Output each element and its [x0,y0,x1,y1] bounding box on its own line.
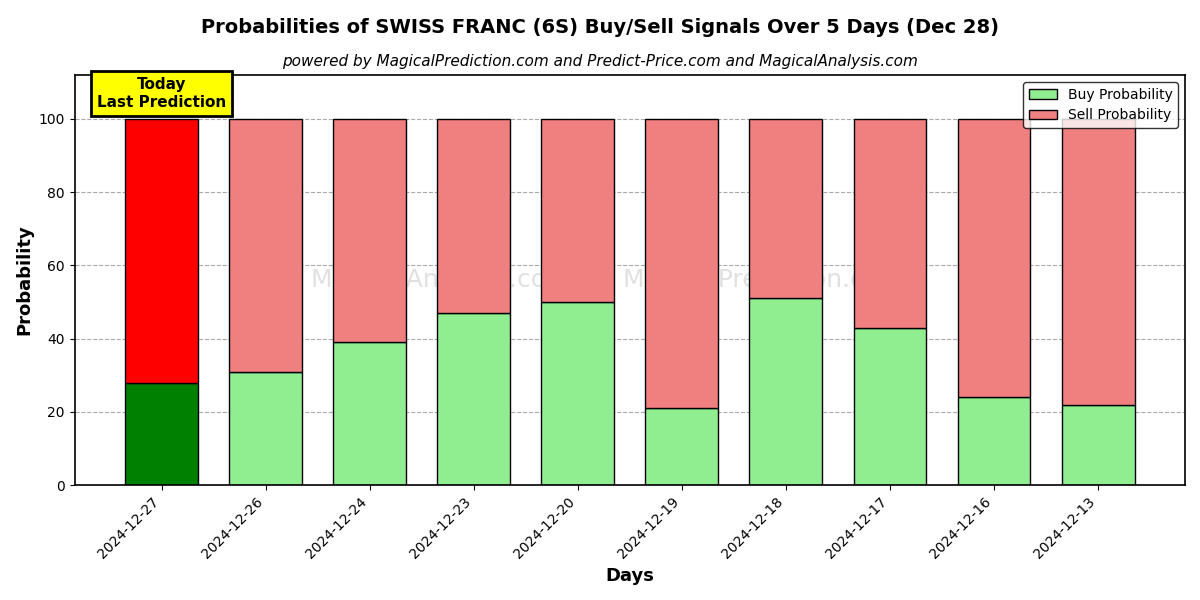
Bar [1062,119,1134,404]
Bar [229,371,302,485]
Bar [750,119,822,298]
Bar [646,408,719,485]
Bar [750,298,822,485]
Bar [437,313,510,485]
Bar [1062,404,1134,485]
Bar [541,302,614,485]
Bar [334,119,406,343]
Bar [853,328,926,485]
Text: powered by MagicalPrediction.com and Predict-Price.com and MagicalAnalysis.com: powered by MagicalPrediction.com and Pre… [282,54,918,69]
Text: Probabilities of SWISS FRANC (6S) Buy/Sell Signals Over 5 Days (Dec 28): Probabilities of SWISS FRANC (6S) Buy/Se… [202,18,998,37]
Legend: Buy Probability, Sell Probability: Buy Probability, Sell Probability [1024,82,1178,128]
Text: MagicalAnalysis.com: MagicalAnalysis.com [311,268,571,292]
Bar [541,119,614,302]
Bar [229,119,302,371]
X-axis label: Days: Days [605,567,654,585]
Bar [958,397,1031,485]
Bar [437,119,510,313]
Bar [853,119,926,328]
Text: MagicalPrediction.com: MagicalPrediction.com [623,268,904,292]
Bar [958,119,1031,397]
Bar [125,383,198,485]
Y-axis label: Probability: Probability [16,225,34,335]
Bar [646,119,719,408]
Bar [334,343,406,485]
Text: Today
Last Prediction: Today Last Prediction [97,77,226,110]
Bar [125,119,198,383]
